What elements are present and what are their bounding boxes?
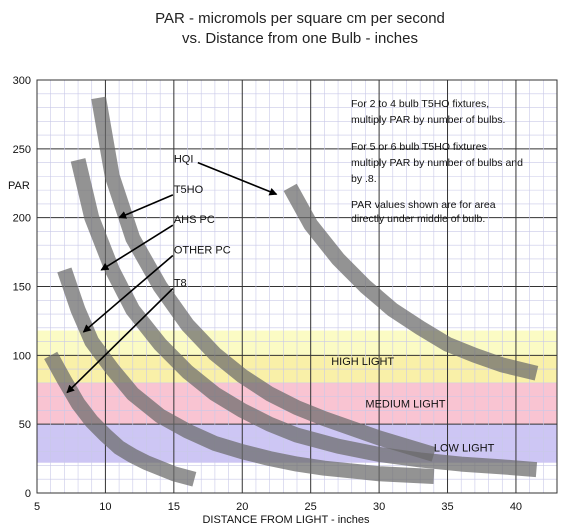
series-label-t8: T8 bbox=[174, 278, 187, 290]
arrow-other-pc bbox=[82, 254, 174, 333]
annotation-line: For 2 to 4 bulb T5HO fixtures, bbox=[351, 98, 489, 110]
band-label: LOW LIGHT bbox=[434, 443, 495, 455]
x-axis-label: DISTANCE FROM LIGHT - inches bbox=[202, 514, 370, 526]
x-tick-label: 20 bbox=[236, 501, 248, 513]
band-label: MEDIUM LIGHT bbox=[365, 399, 445, 411]
x-tick-label: 40 bbox=[510, 501, 522, 513]
series-label-other-pc: OTHER PC bbox=[174, 244, 231, 256]
annotation-line: For 5 or 6 bulb T5HO fixtures bbox=[351, 141, 487, 153]
annotation-line: multiply PAR by number of bulbs. bbox=[351, 114, 505, 126]
annotation-line: PAR values shown are for area bbox=[351, 199, 496, 211]
annotation-notes: For 2 to 4 bulb T5HO fixtures, multiply P… bbox=[351, 98, 523, 225]
series-label-hqi: HQI bbox=[174, 154, 194, 166]
y-tick-label: 150 bbox=[13, 282, 31, 294]
y-tick-label: 0 bbox=[25, 488, 31, 500]
arrow-ahs-pc bbox=[100, 224, 174, 271]
arrow-hqi bbox=[197, 161, 278, 196]
y-tick-label: 300 bbox=[13, 75, 31, 87]
y-tick-label: 200 bbox=[13, 213, 31, 225]
series-label-ahs-pc: AHS PC bbox=[174, 214, 215, 226]
arrow-t8 bbox=[66, 287, 174, 394]
annotation-line: by .8. bbox=[351, 173, 377, 185]
series-line-hqi bbox=[283, 183, 539, 381]
tick-labels: 0 50 100 150 200 250 300 5 10 15 20 25 30 35 40 bbox=[13, 75, 522, 513]
plot-frame bbox=[36, 79, 558, 494]
arrow-t5ho bbox=[118, 194, 174, 219]
x-tick-label: 35 bbox=[441, 501, 453, 513]
series-line-ahs-pc bbox=[70, 158, 538, 478]
chart-subtitle: vs. Distance from one Bulb - inches bbox=[182, 30, 418, 47]
series-line-other-pc bbox=[57, 267, 435, 484]
y-tick-label: 100 bbox=[13, 350, 31, 362]
x-tick-label: 15 bbox=[168, 501, 180, 513]
chart-title: PAR - micromols per square cm per second bbox=[155, 10, 445, 27]
series-line-t8 bbox=[44, 351, 197, 487]
x-tick-label: 30 bbox=[373, 501, 385, 513]
series-lines bbox=[44, 96, 539, 487]
y-tick-label: 50 bbox=[19, 419, 31, 431]
band-label: HIGH LIGHT bbox=[331, 356, 394, 368]
annotation-line: multiply PAR by number of bulbs and bbox=[351, 157, 523, 169]
series-label-t5ho: T5HO bbox=[174, 184, 204, 196]
x-tick-label: 10 bbox=[99, 501, 111, 513]
y-tick-label: 250 bbox=[13, 144, 31, 156]
x-tick-label: 25 bbox=[305, 501, 317, 513]
y-axis-label: PAR bbox=[8, 180, 30, 192]
annotation-line: directly under middle of bulb. bbox=[351, 213, 485, 225]
x-tick-label: 5 bbox=[34, 501, 40, 513]
series-line-t5ho bbox=[91, 96, 437, 462]
series-arrows bbox=[66, 161, 278, 394]
chart-text: PAR - micromols per square cm per second… bbox=[8, 10, 495, 526]
